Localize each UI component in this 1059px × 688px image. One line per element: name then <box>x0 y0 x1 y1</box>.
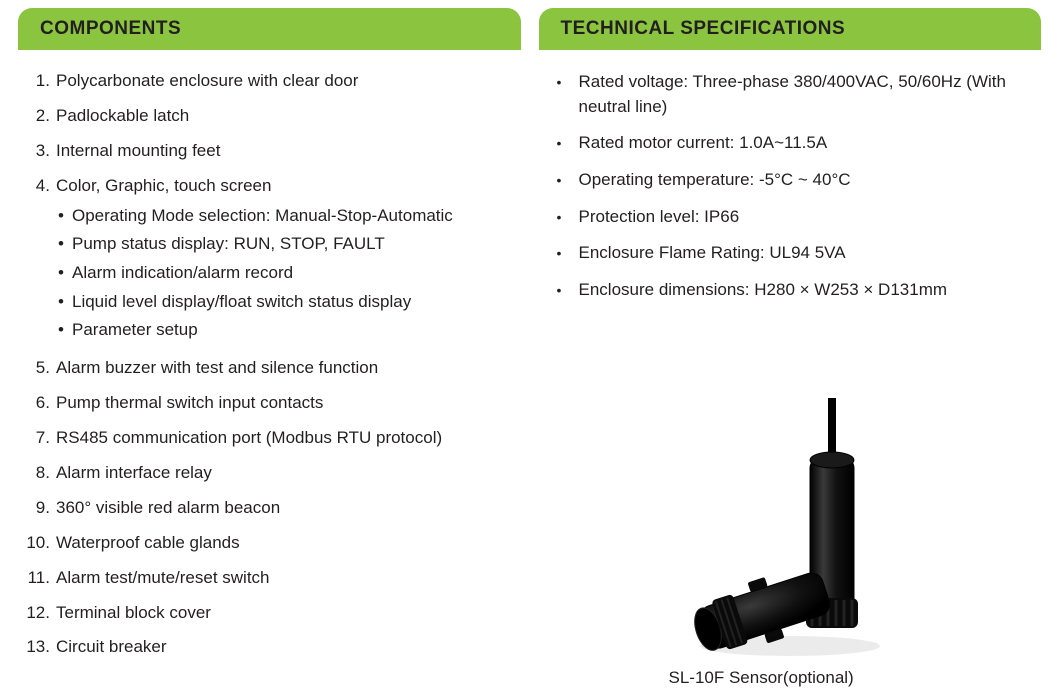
component-subitem: Operating Mode selection: Manual-Stop-Au… <box>58 202 521 231</box>
sensor-block: SL-10F Sensor(optional) <box>539 398 1042 688</box>
sensor-top-cap <box>810 452 854 468</box>
component-text: Internal mounting feet <box>56 141 220 160</box>
component-item: Polycarbonate enclosure with clear door <box>22 64 521 99</box>
component-text: 360° visible red alarm beacon <box>56 498 280 517</box>
component-subitem: Alarm indication/alarm record <box>58 259 521 288</box>
component-text: Terminal block cover <box>56 603 211 622</box>
spec-item: Enclosure Flame Rating: UL94 5VA <box>557 235 1042 272</box>
component-item: Alarm interface relay <box>22 456 521 491</box>
specs-list: Rated voltage: Three-phase 380/400VAC, 5… <box>539 64 1042 308</box>
component-item: Pump thermal switch input contacts <box>22 386 521 421</box>
components-title: COMPONENTS <box>40 18 181 39</box>
component-item: Alarm buzzer with test and silence funct… <box>22 351 521 386</box>
component-item: Padlockable latch <box>22 99 521 134</box>
component-item: Circuit breaker <box>22 630 521 665</box>
spec-item: Rated voltage: Three-phase 380/400VAC, 5… <box>557 64 1042 125</box>
component-text: Waterproof cable glands <box>56 533 240 552</box>
specs-column: TECHNICAL SPECIFICATIONS Rated voltage: … <box>539 8 1042 688</box>
component-item: Terminal block cover <box>22 596 521 631</box>
specs-title: TECHNICAL SPECIFICATIONS <box>561 18 846 39</box>
component-item: RS485 communication port (Modbus RTU pro… <box>22 421 521 456</box>
component-text: Alarm interface relay <box>56 463 212 482</box>
sensor-caption: SL-10F Sensor(optional) <box>539 668 1042 688</box>
components-column: COMPONENTS Polycarbonate enclosure with … <box>18 8 521 688</box>
component-item: Color, Graphic, touch screen Operating M… <box>22 169 521 351</box>
component-item: 360° visible red alarm beacon <box>22 491 521 526</box>
two-column-layout: COMPONENTS Polycarbonate enclosure with … <box>18 8 1041 688</box>
sensor-shadow <box>700 636 880 656</box>
component-item: Internal mounting feet <box>22 134 521 169</box>
component-subitem: Liquid level display/float switch status… <box>58 288 521 317</box>
spec-item: Operating temperature: -5°C ~ 40°C <box>557 162 1042 199</box>
specs-header: TECHNICAL SPECIFICATIONS <box>539 8 1042 50</box>
component-text: Circuit breaker <box>56 637 167 656</box>
component-text: Alarm buzzer with test and silence funct… <box>56 358 378 377</box>
component-text: Padlockable latch <box>56 106 189 125</box>
spec-item: Enclosure dimensions: H280 × W253 × D131… <box>557 272 1042 309</box>
components-header: COMPONENTS <box>18 8 521 50</box>
spec-item: Rated motor current: 1.0A~11.5A <box>557 125 1042 162</box>
component-sublist: Operating Mode selection: Manual-Stop-Au… <box>56 202 521 345</box>
component-text: Polycarbonate enclosure with clear door <box>56 71 358 90</box>
component-item: Waterproof cable glands <box>22 526 521 561</box>
spec-item: Protection level: IP66 <box>557 199 1042 236</box>
component-subitem: Parameter setup <box>58 316 521 345</box>
component-subitem: Pump status display: RUN, STOP, FAULT <box>58 230 521 259</box>
sensor-image <box>660 398 920 658</box>
component-text: RS485 communication port (Modbus RTU pro… <box>56 428 442 447</box>
component-item: Alarm test/mute/reset switch <box>22 561 521 596</box>
component-text: Pump thermal switch input contacts <box>56 393 323 412</box>
component-text: Color, Graphic, touch screen <box>56 176 271 195</box>
component-text: Alarm test/mute/reset switch <box>56 568 270 587</box>
components-list: Polycarbonate enclosure with clear door … <box>18 64 521 665</box>
